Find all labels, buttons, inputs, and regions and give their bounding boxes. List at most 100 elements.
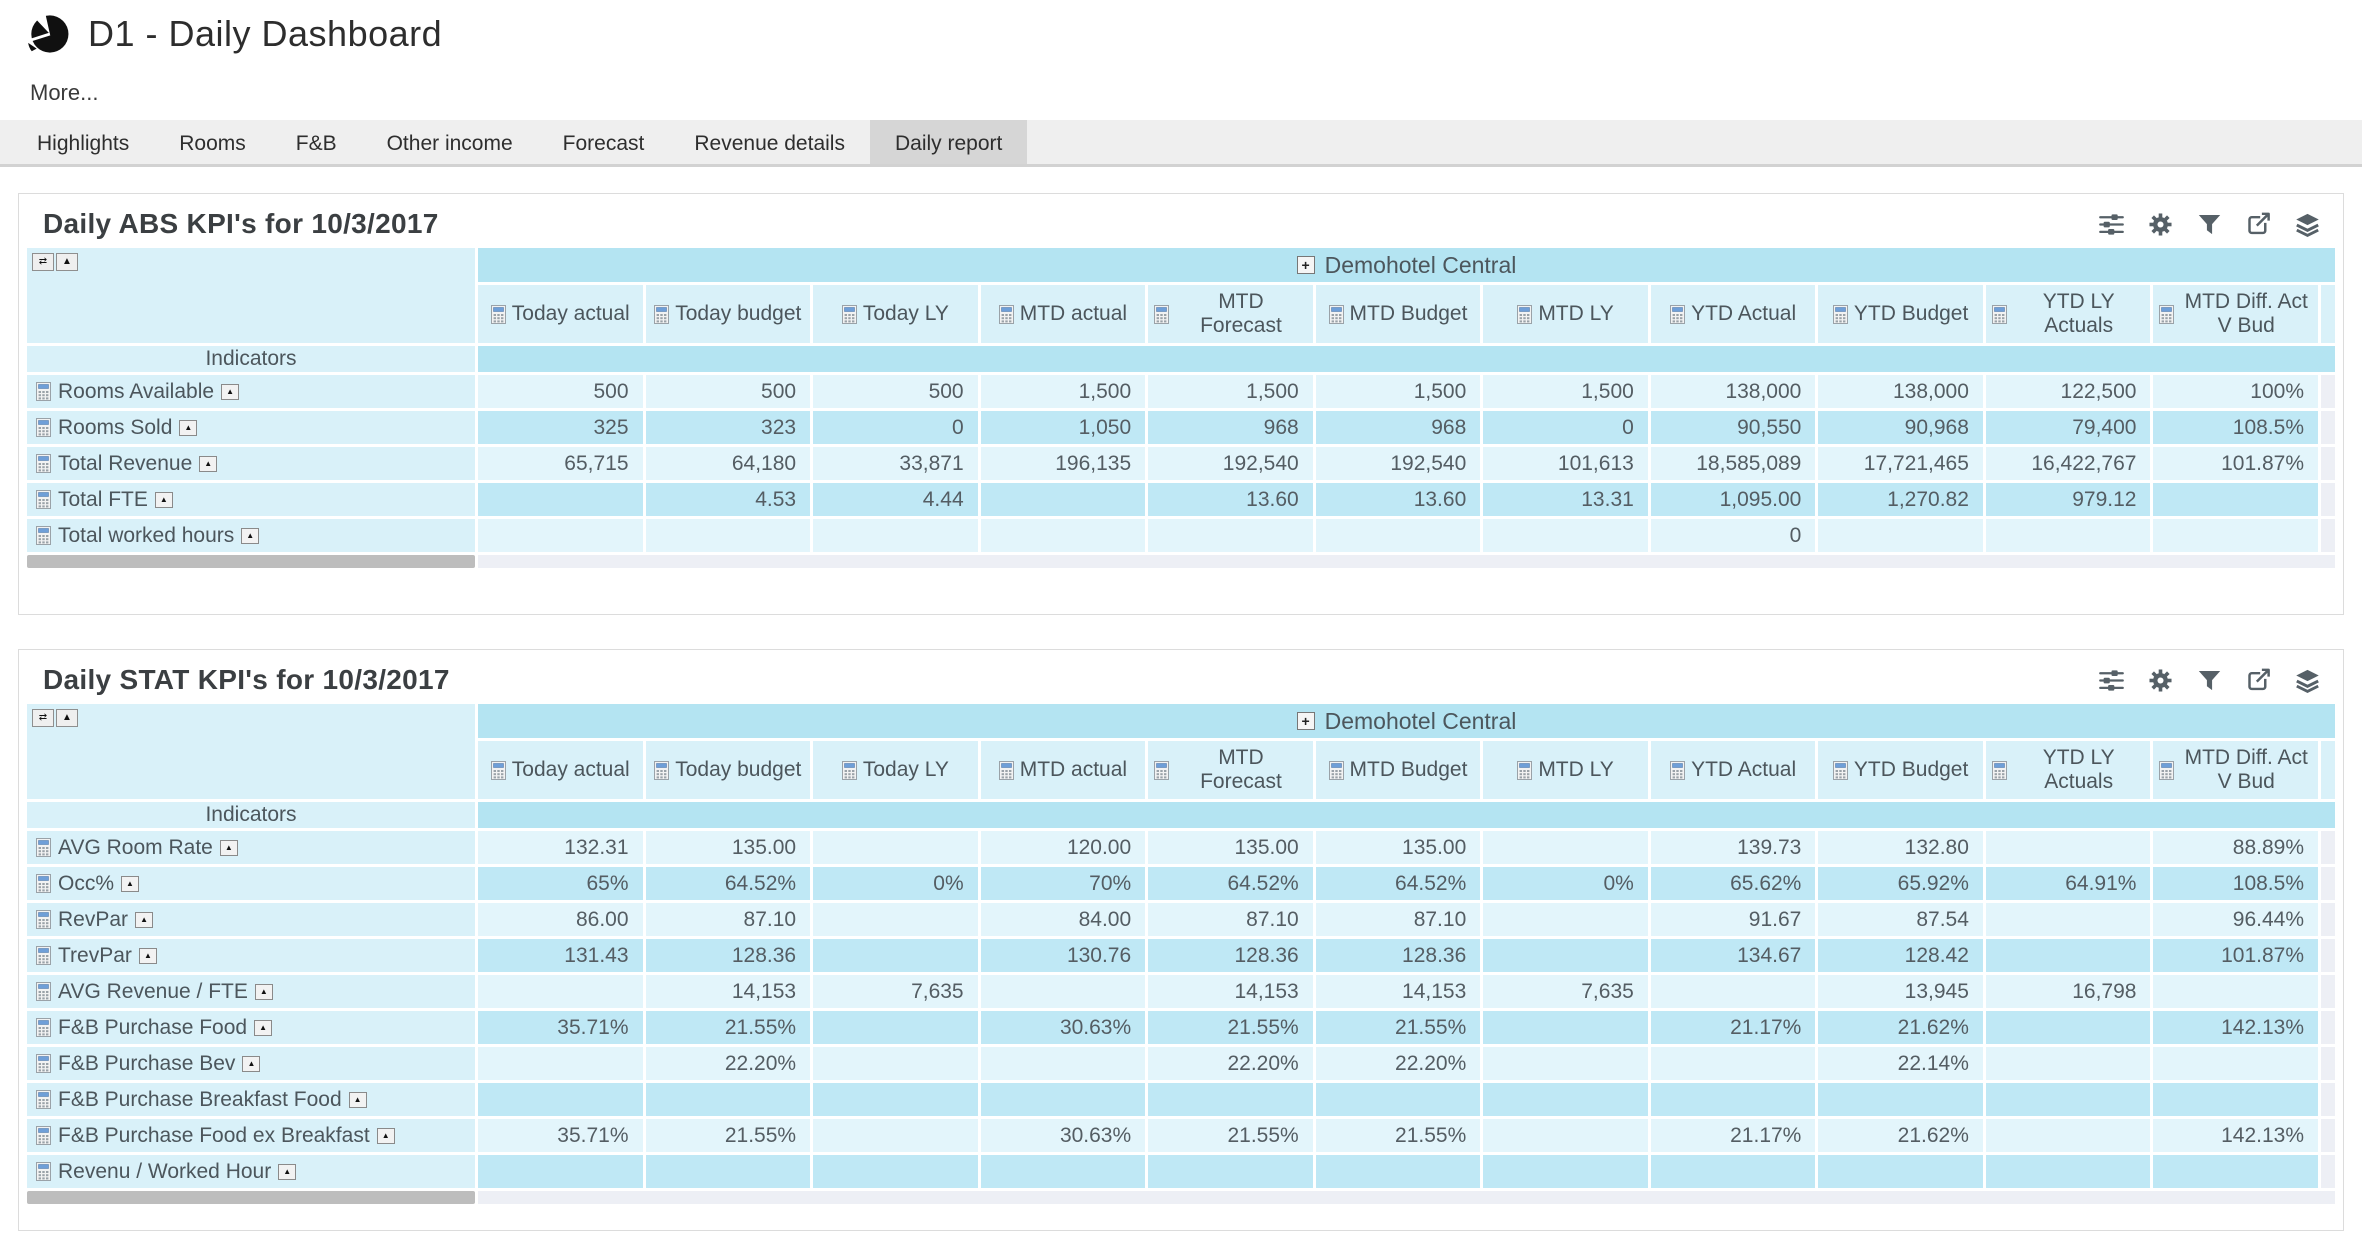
column-header-mtd-actual[interactable]: MTD actual	[981, 741, 1146, 799]
expand-icon[interactable]: +	[1297, 712, 1315, 730]
vertical-scrollbar[interactable]	[2321, 903, 2335, 936]
row-label-occ[interactable]: Occ%▲	[27, 867, 475, 900]
group-header[interactable]: +Demohotel Central	[478, 248, 2335, 282]
column-header-today-actual[interactable]: Today actual	[478, 285, 643, 343]
column-header-mtd-budget[interactable]: MTD Budget	[1316, 285, 1481, 343]
collapse-row-icon[interactable]: ▲	[135, 912, 153, 928]
more-link[interactable]: More...	[0, 56, 98, 120]
row-label-total-revenue[interactable]: Total Revenue▲	[27, 447, 475, 480]
layers-icon[interactable]	[2294, 211, 2321, 238]
filter-icon[interactable]	[2196, 667, 2223, 694]
vertical-scrollbar[interactable]	[2321, 375, 2335, 408]
row-label-total-worked-hours[interactable]: Total worked hours▲	[27, 519, 475, 552]
column-header-ytd-budget[interactable]: YTD Budget	[1818, 285, 1983, 343]
row-label-f-b-purchase-food-ex-breakfast[interactable]: F&B Purchase Food ex Breakfast▲	[27, 1119, 475, 1152]
export-icon[interactable]	[2245, 667, 2272, 694]
vertical-scrollbar[interactable]	[2321, 1011, 2335, 1044]
vertical-scrollbar[interactable]	[2321, 1047, 2335, 1080]
gear-icon[interactable]	[2147, 667, 2174, 694]
collapse-row-icon[interactable]: ▲	[221, 384, 239, 400]
hscroll-track[interactable]	[478, 555, 2335, 568]
data-cell: 979.12	[1986, 483, 2151, 516]
row-label-revenu-worked-hour[interactable]: Revenu / Worked Hour▲	[27, 1155, 475, 1188]
group-header[interactable]: +Demohotel Central	[478, 704, 2335, 738]
collapse-row-icon[interactable]: ▲	[121, 876, 139, 892]
row-label-avg-revenue-fte[interactable]: AVG Revenue / FTE▲	[27, 975, 475, 1008]
vertical-scrollbar[interactable]	[2321, 831, 2335, 864]
row-label-f-b-purchase-bev[interactable]: F&B Purchase Bev▲	[27, 1047, 475, 1080]
column-header-today-budget[interactable]: Today budget	[646, 741, 811, 799]
collapse-row-icon[interactable]: ▲	[199, 456, 217, 472]
collapse-row-icon[interactable]: ▲	[349, 1092, 367, 1108]
filter-icon[interactable]	[2196, 211, 2223, 238]
column-header-mtd-budget[interactable]: MTD Budget	[1316, 741, 1481, 799]
row-label-total-fte[interactable]: Total FTE▲	[27, 483, 475, 516]
row-label-trevpar[interactable]: TrevPar▲	[27, 939, 475, 972]
row-label-revpar[interactable]: RevPar▲	[27, 903, 475, 936]
column-header-ytd-actual[interactable]: YTD Actual	[1651, 741, 1816, 799]
vertical-scrollbar[interactable]	[2321, 483, 2335, 516]
collapse-row-icon[interactable]: ▲	[179, 420, 197, 436]
export-icon[interactable]	[2245, 211, 2272, 238]
gear-icon[interactable]	[2147, 211, 2174, 238]
hscroll-thumb[interactable]	[27, 555, 475, 568]
column-header-ytd-ly-actuals[interactable]: YTD LY Actuals	[1986, 285, 2151, 343]
column-header-mtd-ly[interactable]: MTD LY	[1483, 285, 1648, 343]
tab-daily-report[interactable]: Daily report	[870, 120, 1027, 164]
vertical-scrollbar[interactable]	[2321, 411, 2335, 444]
column-header-today-ly[interactable]: Today LY	[813, 741, 978, 799]
column-header-today-actual[interactable]: Today actual	[478, 741, 643, 799]
collapse-all-icon[interactable]: ▲	[56, 253, 78, 271]
column-header-mtd-ly[interactable]: MTD LY	[1483, 741, 1648, 799]
data-cell	[1651, 975, 1816, 1008]
vertical-scrollbar[interactable]	[2321, 447, 2335, 480]
vertical-scrollbar[interactable]	[2321, 519, 2335, 552]
column-header-mtd-diff-act-v-bud[interactable]: MTD Diff. Act V Bud	[2153, 285, 2318, 343]
collapse-all-icon[interactable]: ▲	[56, 709, 78, 727]
transpose-icon[interactable]: ⇄	[32, 709, 54, 727]
vertical-scrollbar[interactable]	[2321, 1083, 2335, 1116]
layers-icon[interactable]	[2294, 667, 2321, 694]
collapse-row-icon[interactable]: ▲	[377, 1128, 395, 1144]
tab-revenue-details[interactable]: Revenue details	[669, 120, 870, 164]
row-label-f-b-purchase-food[interactable]: F&B Purchase Food▲	[27, 1011, 475, 1044]
column-header-mtd-forecast[interactable]: MTD Forecast	[1148, 741, 1313, 799]
collapse-row-icon[interactable]: ▲	[254, 1020, 272, 1036]
collapse-row-icon[interactable]: ▲	[220, 840, 238, 856]
row-label-rooms-available[interactable]: Rooms Available▲	[27, 375, 475, 408]
collapse-row-icon[interactable]: ▲	[255, 984, 273, 1000]
collapse-row-icon[interactable]: ▲	[139, 948, 157, 964]
column-header-mtd-diff-act-v-bud[interactable]: MTD Diff. Act V Bud	[2153, 741, 2318, 799]
vertical-scrollbar[interactable]	[2321, 1155, 2335, 1188]
vertical-scrollbar[interactable]	[2321, 1119, 2335, 1152]
vertical-scrollbar[interactable]	[2321, 975, 2335, 1008]
vertical-scrollbar[interactable]	[2321, 867, 2335, 900]
hscroll-track[interactable]	[478, 1191, 2335, 1204]
column-header-ytd-ly-actuals[interactable]: YTD LY Actuals	[1986, 741, 2151, 799]
data-cell	[1986, 1083, 2151, 1116]
tab-rooms[interactable]: Rooms	[154, 120, 271, 164]
tab-f-b[interactable]: F&B	[271, 120, 362, 164]
tab-forecast[interactable]: Forecast	[538, 120, 670, 164]
hscroll-thumb[interactable]	[27, 1191, 475, 1204]
adjust-sliders-icon[interactable]	[2098, 211, 2125, 238]
transpose-icon[interactable]: ⇄	[32, 253, 54, 271]
tab-other-income[interactable]: Other income	[362, 120, 538, 164]
column-header-today-budget[interactable]: Today budget	[646, 285, 811, 343]
column-header-ytd-actual[interactable]: YTD Actual	[1651, 285, 1816, 343]
collapse-row-icon[interactable]: ▲	[241, 528, 259, 544]
row-label-f-b-purchase-breakfast-food[interactable]: F&B Purchase Breakfast Food▲	[27, 1083, 475, 1116]
expand-icon[interactable]: +	[1297, 256, 1315, 274]
collapse-row-icon[interactable]: ▲	[155, 492, 173, 508]
collapse-row-icon[interactable]: ▲	[242, 1056, 260, 1072]
collapse-row-icon[interactable]: ▲	[278, 1164, 296, 1180]
row-label-avg-room-rate[interactable]: AVG Room Rate▲	[27, 831, 475, 864]
column-header-mtd-actual[interactable]: MTD actual	[981, 285, 1146, 343]
row-label-rooms-sold[interactable]: Rooms Sold▲	[27, 411, 475, 444]
adjust-sliders-icon[interactable]	[2098, 667, 2125, 694]
column-header-today-ly[interactable]: Today LY	[813, 285, 978, 343]
column-header-ytd-budget[interactable]: YTD Budget	[1818, 741, 1983, 799]
vertical-scrollbar[interactable]	[2321, 939, 2335, 972]
column-header-mtd-forecast[interactable]: MTD Forecast	[1148, 285, 1313, 343]
tab-highlights[interactable]: Highlights	[12, 120, 154, 164]
